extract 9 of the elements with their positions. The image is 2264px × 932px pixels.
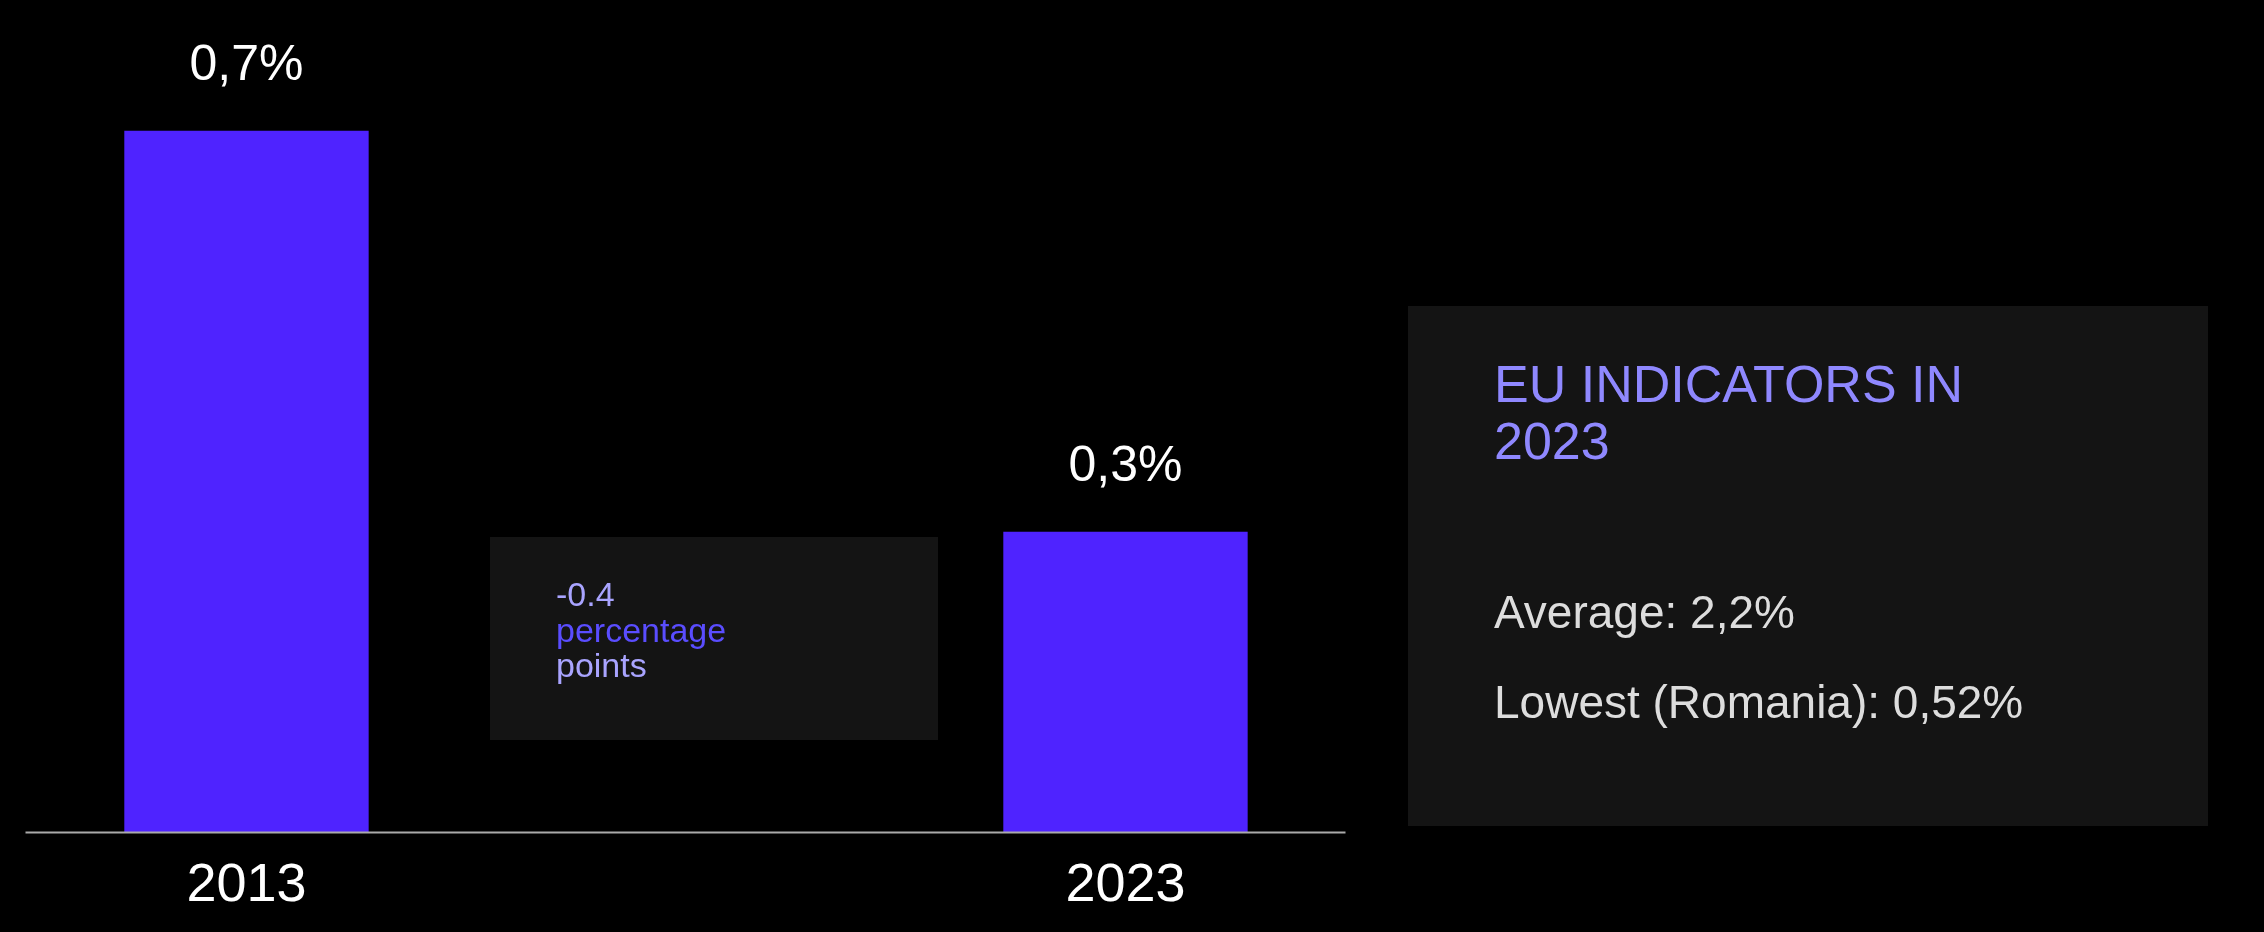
text: EU INDICATORS IN 2023: [1494, 355, 1964, 471]
x-tick-label: 2023: [1065, 851, 1186, 912]
data-label: 0,3%: [1068, 435, 1183, 492]
data-label: 0,7%: [189, 34, 304, 91]
annotation: -0.4 percentage points: [556, 575, 728, 685]
text: Lowest (Romania): 0,52%: [1494, 675, 2024, 731]
text: Average: 2,2%: [1494, 585, 1796, 641]
note-box: -0.4 percentage points: [490, 537, 938, 740]
x-tick-label: 2013: [186, 851, 307, 912]
